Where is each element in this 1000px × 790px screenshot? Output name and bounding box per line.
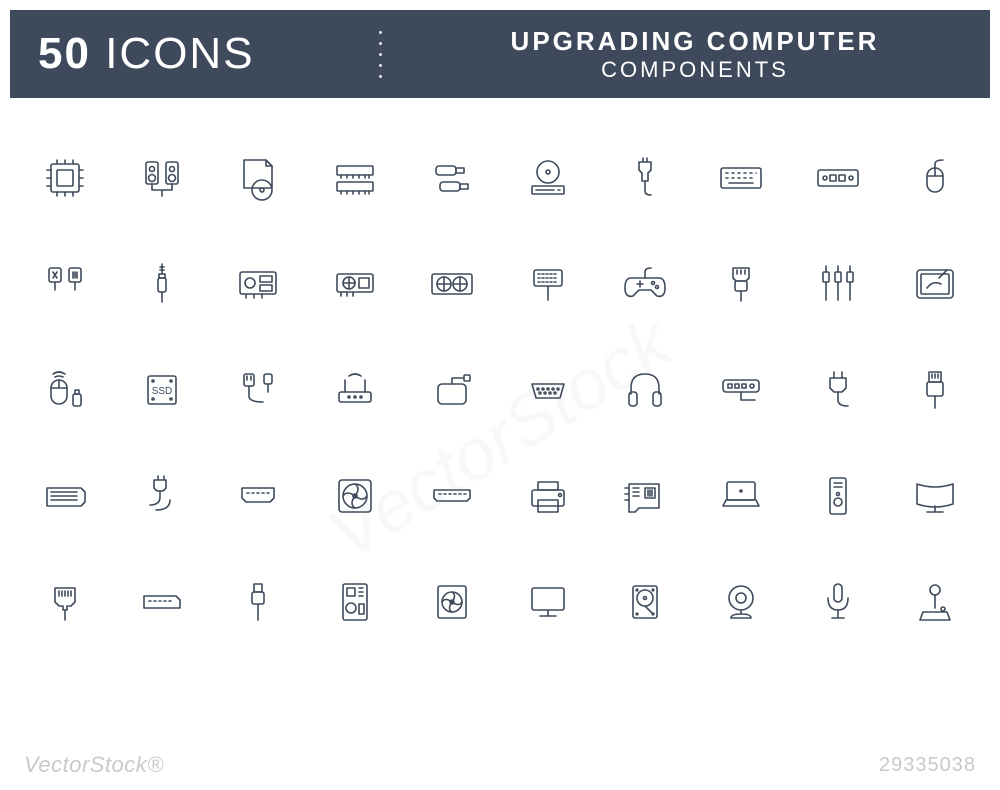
footer: VectorStock® 29335038: [0, 740, 1000, 790]
ethernet-plug-icon: [20, 552, 111, 652]
microphone-icon: [793, 552, 884, 652]
watermark-text: VectorStock®: [24, 752, 164, 778]
dvi-cable-icon: [503, 234, 594, 334]
disc-sleeve-icon: [213, 128, 304, 228]
icon-grid: SSD: [20, 128, 980, 652]
cpu-chip-icon: [20, 128, 111, 228]
motherboard-icon: [600, 446, 691, 546]
hard-drive-icon: [600, 552, 691, 652]
drawing-tablet-icon: [889, 234, 980, 334]
header-title: UPGRADING COMPUTER COMPONENTS: [400, 10, 990, 98]
dual-fan-card-icon: [406, 234, 497, 334]
vga-port-icon: [503, 340, 594, 440]
sound-card-icon: [213, 234, 304, 334]
port-panel-icon: [793, 128, 884, 228]
pc-case-open-icon: [310, 552, 401, 652]
wide-port-icon: [406, 446, 497, 546]
svg-text:SSD: SSD: [152, 386, 173, 397]
header-separator: [360, 10, 400, 98]
hdmi-plug-icon: [696, 234, 787, 334]
router-icon: [310, 340, 401, 440]
usb-cable-heads-icon: [213, 340, 304, 440]
monitor-icon: [503, 552, 594, 652]
headphones-icon: [600, 340, 691, 440]
external-drive-icon: [406, 340, 497, 440]
curved-monitor-icon: [889, 446, 980, 546]
connector-plug-icon: [600, 128, 691, 228]
wireless-mouse-icon: [20, 340, 111, 440]
cooling-fan-icon: [310, 446, 401, 546]
rca-cables-icon: [793, 234, 884, 334]
usb-flash-drives-icon: [406, 128, 497, 228]
dual-cable-heads-icon: [20, 234, 111, 334]
header: 50 ICONS UPGRADING COMPUTER COMPONENTS: [10, 10, 990, 98]
usb-connector-icon: [889, 340, 980, 440]
gpu-card-icon: [310, 234, 401, 334]
hdmi-port-icon: [213, 446, 304, 546]
ram-sticks-icon: [310, 128, 401, 228]
pc-tower-icon: [793, 446, 884, 546]
mouse-wired-icon: [889, 128, 980, 228]
title-line-1: UPGRADING COMPUTER: [511, 26, 880, 57]
image-id: 29335038: [879, 754, 976, 777]
header-count-block: 50 ICONS: [10, 10, 360, 98]
power-plug-icon: [793, 340, 884, 440]
webcam-icon: [696, 552, 787, 652]
printer-icon: [503, 446, 594, 546]
optical-drive-icon: [503, 128, 594, 228]
audio-jack-icon: [117, 234, 208, 334]
icon-count: 50: [38, 29, 91, 78]
speakers-icon: [117, 128, 208, 228]
expansion-slot-icon: [20, 446, 111, 546]
usb-hub-icon: [696, 340, 787, 440]
power-cord-icon: [117, 446, 208, 546]
cable-tip-icon: [213, 552, 304, 652]
icon-count-label: ICONS: [105, 29, 254, 78]
gamepad-icon: [600, 234, 691, 334]
case-fan-icon: [406, 552, 497, 652]
displayport-icon: [117, 552, 208, 652]
joystick-icon: [889, 552, 980, 652]
title-line-2: COMPONENTS: [601, 57, 789, 83]
laptop-icon: [696, 446, 787, 546]
keyboard-icon: [696, 128, 787, 228]
ssd-drive-icon: SSD: [117, 340, 208, 440]
